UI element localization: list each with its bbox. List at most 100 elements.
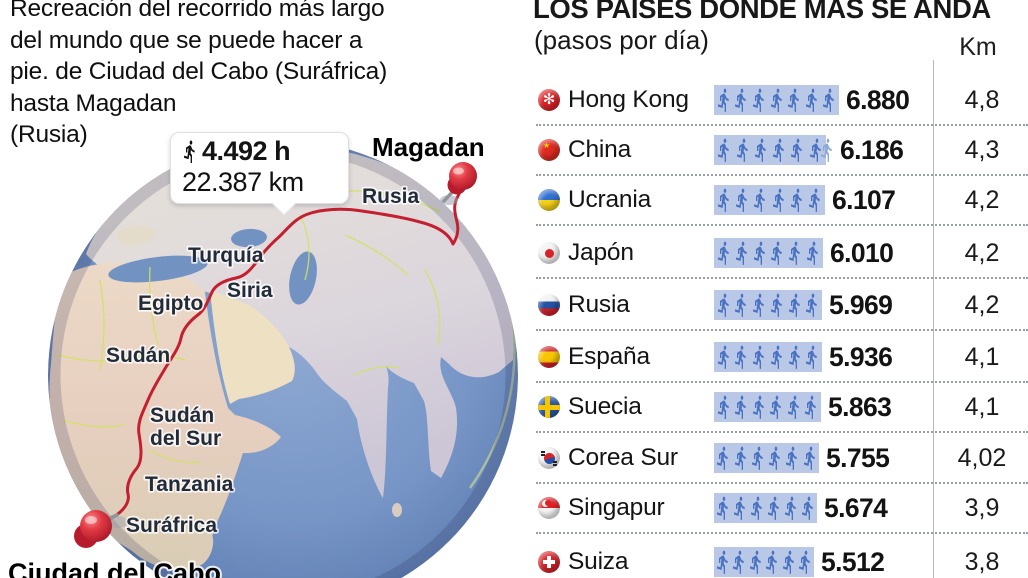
- landmass-eurasia: [86, 144, 514, 498]
- walking-person-icon: [751, 446, 763, 470]
- steps-value: 6.186: [840, 134, 904, 165]
- walking-person-icon: [770, 88, 782, 112]
- mediterranean-sea: [108, 255, 208, 283]
- walking-person-icon: [717, 241, 729, 265]
- flag-icon-es: [538, 346, 560, 368]
- km-value: 4,2: [964, 185, 1000, 214]
- km-column-header: Km: [959, 33, 997, 61]
- panel-title: LOS PAÍSES DONDE MÁS SE ANDA: [533, 0, 991, 24]
- country-name: Ucrania: [568, 186, 652, 213]
- flag-icon-hk: [538, 89, 560, 111]
- walking-person-icon: [750, 496, 762, 520]
- steps-value: 5.755: [826, 442, 890, 473]
- caspian-sea: [289, 251, 317, 305]
- landmass-arabia: [210, 290, 295, 404]
- country-name: Suiza: [568, 548, 629, 575]
- route-stats-badge: 4.492 h 22.387 km: [170, 132, 349, 204]
- km-value: 4,3: [964, 135, 1000, 164]
- walking-person-icon: [754, 188, 766, 212]
- country-row: Ucrania 6.107 4,2: [530, 175, 1028, 226]
- country-name: Japón: [568, 239, 634, 266]
- map-label-turquia: Turquía: [188, 244, 264, 267]
- steps-bar: [714, 135, 826, 165]
- walking-person-icon: [734, 446, 746, 470]
- country-row: Rusia 5.969 4,2: [530, 280, 1028, 331]
- km-value: 4,02: [957, 443, 1007, 472]
- walking-person-icon: [770, 395, 781, 419]
- walking-person-icon: [717, 446, 728, 470]
- walking-person-icon: [773, 138, 784, 162]
- walking-person-icon: [754, 138, 766, 162]
- walking-person-icon: [788, 345, 800, 369]
- walking-person-icon: [183, 140, 195, 163]
- intro-line: (Rusia): [10, 121, 88, 148]
- country-row: Japón 6.010 4,2: [530, 228, 1028, 279]
- walking-person-icon: [806, 241, 818, 265]
- km-value: 4,1: [964, 342, 1000, 371]
- walking-person-icon: [733, 496, 745, 520]
- map-label-surafrica: Suráfrica: [126, 514, 217, 537]
- km-value: 4,2: [964, 290, 1000, 319]
- route-map: Magadan Rusia Turquía Siria Egipto Sudán…: [6, 130, 518, 578]
- walking-person-icon: [806, 293, 817, 317]
- walking-person-icon: [770, 293, 782, 317]
- intro-text: Recreación del recorrido más largo del mu…: [10, 0, 387, 151]
- map-label-egipto: Egipto: [138, 292, 203, 315]
- steps-bar: [714, 238, 823, 268]
- walking-person-icon: [753, 241, 765, 265]
- walking-person-icon: [805, 88, 817, 112]
- walking-person-icon: [716, 496, 728, 520]
- country-name: China: [568, 136, 632, 163]
- magadan-pin: [440, 162, 477, 205]
- steps-bar: [714, 493, 817, 523]
- intro-line: pie. de Ciudad del Cabo (Suráfrica): [10, 58, 388, 85]
- steps-bar: [714, 392, 821, 422]
- map-label-tanzania: Tanzania: [145, 473, 234, 496]
- map-label-sudan-del-sur: Sudán: [150, 404, 214, 427]
- walking-person-icon: [790, 188, 802, 212]
- walk-time-value: 4.492 h: [202, 136, 291, 166]
- walking-person-icon: [788, 293, 800, 317]
- walking-person-icon: [735, 241, 747, 265]
- walking-person-icon: [823, 88, 835, 112]
- steps-value: 5.969: [829, 289, 893, 320]
- steps-bar: [714, 443, 819, 473]
- walking-person-icon: [717, 88, 729, 112]
- km-column-divider: [933, 60, 934, 578]
- country-name: Hong Kong: [568, 86, 689, 113]
- walking-person-icon: [749, 550, 761, 574]
- walking-person-icon: [716, 550, 728, 574]
- black-sea: [231, 228, 267, 248]
- walking-person-icon: [752, 88, 764, 112]
- map-label-rusia: Rusia: [362, 185, 420, 208]
- walking-person-icon: [791, 138, 803, 162]
- map-label-magadan: Magadan: [372, 132, 485, 162]
- steps-value: 5.936: [829, 341, 893, 372]
- km-value: 4,8: [964, 85, 1000, 114]
- map-label-sudan: Sudán: [106, 344, 170, 367]
- steps-bar: [714, 342, 822, 372]
- walking-person-icon: [717, 293, 729, 317]
- steps-bar: [714, 290, 822, 320]
- flag-icon-jp: [538, 242, 560, 264]
- steps-value: 6.880: [846, 84, 910, 115]
- landmass-iberia: [116, 225, 157, 246]
- walking-person-icon: [787, 395, 799, 419]
- walking-person-icon: [805, 395, 817, 419]
- country-row: Suiza 5.512 3,8: [530, 537, 1028, 578]
- flag-icon-ch: [538, 551, 560, 573]
- map-label-siria: Siria: [227, 279, 273, 302]
- walking-person-icon: [718, 188, 729, 212]
- route-path: [102, 188, 463, 524]
- walking-person-icon: [718, 138, 729, 162]
- flag-icon-ua: [538, 189, 560, 211]
- country-row: Singapur 5.674 3,9: [530, 483, 1028, 534]
- walking-person-icon: [803, 446, 815, 470]
- country-row: Suecia 5.863 4,1: [530, 382, 1028, 433]
- km-value: 4,1: [964, 392, 1000, 421]
- km-value: 3,8: [964, 547, 1000, 576]
- walking-person-icon: [736, 188, 747, 212]
- walking-person-icon: [772, 188, 784, 212]
- walking-person-icon: [799, 550, 811, 574]
